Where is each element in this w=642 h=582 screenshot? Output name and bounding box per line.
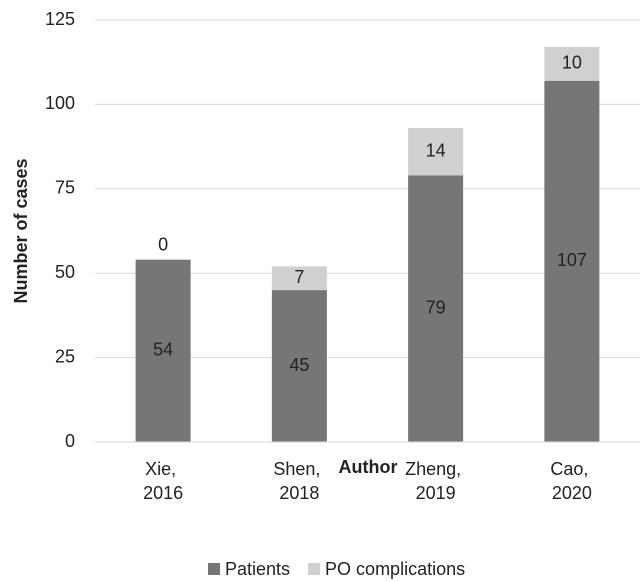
x-tick-label: Cao, 2020 — [550, 459, 593, 503]
bar-segment — [408, 175, 464, 442]
y-tick-label: 100 — [45, 93, 75, 113]
data-label: 14 — [426, 140, 446, 160]
bar-segment — [271, 290, 327, 442]
data-label: 107 — [557, 250, 587, 270]
data-label: 10 — [562, 53, 582, 73]
x-tick-label: Zheng, 2019 — [405, 459, 466, 503]
legend-swatch — [208, 563, 220, 575]
y-tick-label: 50 — [55, 262, 75, 282]
y-axis-title: Number of cases — [11, 158, 31, 303]
data-label: 79 — [426, 297, 446, 317]
legend-label: PO complications — [325, 559, 465, 579]
y-tick-label: 75 — [55, 178, 75, 198]
y-tick-label: 25 — [55, 346, 75, 366]
data-label: 7 — [294, 267, 304, 287]
y-tick-label: 0 — [65, 431, 75, 451]
x-tick-label: Shen, 2018 — [273, 459, 325, 503]
legend-swatch — [308, 563, 321, 575]
bar-segment — [408, 128, 464, 176]
bar-segment — [271, 266, 327, 291]
bar-segment — [135, 259, 191, 442]
bar-segment — [544, 80, 600, 442]
x-axis-title: Author — [339, 457, 398, 477]
y-tick-label: 125 — [45, 9, 75, 29]
data-label: 54 — [153, 340, 173, 360]
data-label: 45 — [289, 355, 309, 375]
bar-segment — [544, 47, 600, 81]
legend-label: Patients — [225, 559, 290, 579]
data-label: 0 — [158, 234, 168, 254]
x-tick-label: Xie, 2016 — [143, 459, 183, 503]
